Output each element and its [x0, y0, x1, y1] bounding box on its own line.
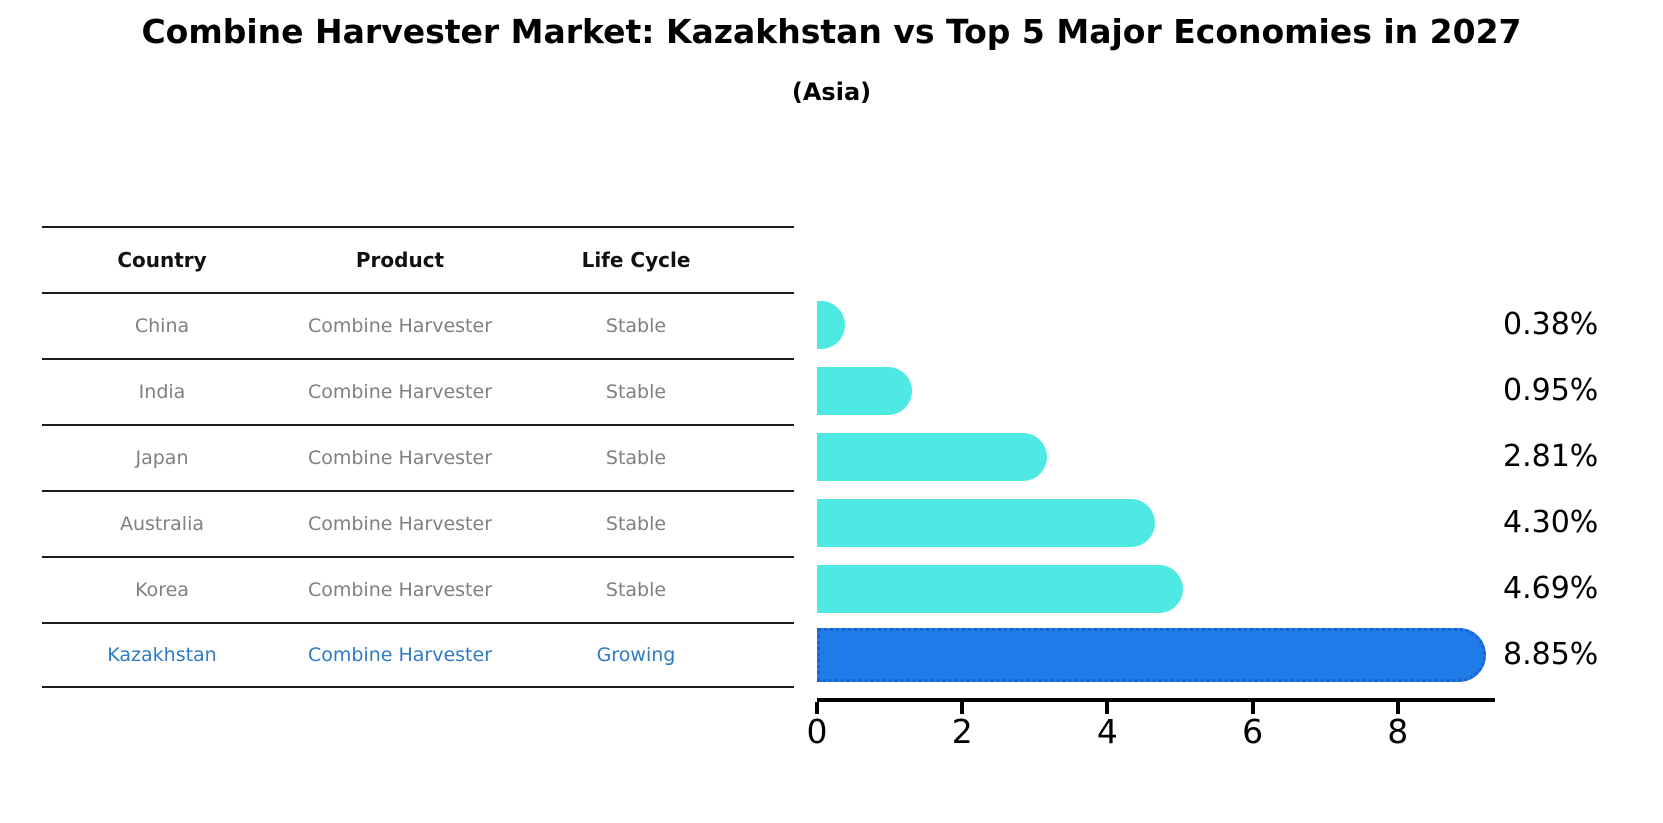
table-cell-lifecycle: Stable	[605, 447, 667, 469]
table-cell-country: Korea	[135, 579, 189, 601]
value-label-india: 0.95%	[1503, 373, 1599, 408]
x-tick-mark-6	[1250, 702, 1255, 714]
x-tick-mark-0	[815, 702, 819, 714]
table-header-product: Product	[355, 248, 445, 272]
table-cell-country: Australia	[119, 513, 205, 535]
value-label-korea: 4.69%	[1503, 571, 1599, 606]
table-cell-product: Combine Harvester	[307, 579, 493, 601]
table-cell-product: Combine Harvester	[307, 381, 493, 403]
bar-australia	[817, 499, 1155, 547]
table-cell-product: Combine Harvester	[307, 315, 493, 337]
x-tick-mark-2	[960, 702, 965, 714]
table-cell-product: Combine Harvester	[307, 644, 493, 666]
table-cell-lifecycle: Stable	[605, 315, 667, 337]
x-tick-mark-8	[1395, 702, 1400, 714]
table-header-lifecycle: Life Cycle	[581, 248, 691, 272]
bar-korea	[817, 565, 1183, 613]
table-row-china: China Combine Harvester Stable	[42, 292, 794, 358]
table-cell-lifecycle: Stable	[605, 579, 667, 601]
bar-india	[817, 367, 912, 415]
table-cell-country: China	[134, 315, 190, 337]
table-cell-lifecycle: Stable	[605, 381, 667, 403]
table-row-australia: Australia Combine Harvester Stable	[42, 490, 794, 556]
bar-japan	[817, 433, 1047, 481]
x-tick-label-2: 2	[951, 712, 973, 751]
table-row-india: India Combine Harvester Stable	[42, 358, 794, 424]
summary-table: Country Product Life Cycle China Combine …	[42, 226, 794, 688]
x-axis-line	[817, 698, 1495, 702]
value-label-china: 0.38%	[1503, 307, 1599, 342]
table-header-country: Country	[117, 248, 207, 272]
value-label-kazakhstan: 8.85%	[1503, 637, 1599, 672]
table-cell-country: India	[138, 381, 186, 403]
x-tick-label-4: 4	[1096, 712, 1118, 751]
bar-kazakhstan	[817, 628, 1486, 682]
chart-subtitle: (Asia)	[791, 78, 872, 106]
x-tick-label-8: 8	[1387, 712, 1409, 751]
bar-china	[817, 301, 845, 349]
table-row-kazakhstan: Kazakhstan Combine Harvester Growing	[42, 622, 794, 688]
table-cell-product: Combine Harvester	[307, 447, 493, 469]
x-tick-label-6: 6	[1242, 712, 1264, 751]
value-label-japan: 2.81%	[1503, 439, 1599, 474]
table-row-japan: Japan Combine Harvester Stable	[42, 424, 794, 490]
table-cell-country: Japan	[135, 447, 189, 469]
x-tick-label-0: 0	[806, 712, 828, 751]
value-label-australia: 4.30%	[1503, 505, 1599, 540]
table-row-korea: Korea Combine Harvester Stable	[42, 556, 794, 622]
table-body: China Combine Harvester Stable India Combine…	[42, 292, 794, 688]
x-tick-mark-4	[1105, 702, 1110, 714]
table-cell-lifecycle: Stable	[605, 513, 667, 535]
table-cell-product: Combine Harvester	[307, 513, 493, 535]
table-header-row: Country Product Life Cycle	[42, 226, 794, 292]
table-cell-country: Kazakhstan	[107, 644, 217, 666]
table-cell-lifecycle: Growing	[596, 644, 676, 666]
chart-title: Combine Harvester Market: Kazakhstan vs …	[141, 12, 1522, 51]
